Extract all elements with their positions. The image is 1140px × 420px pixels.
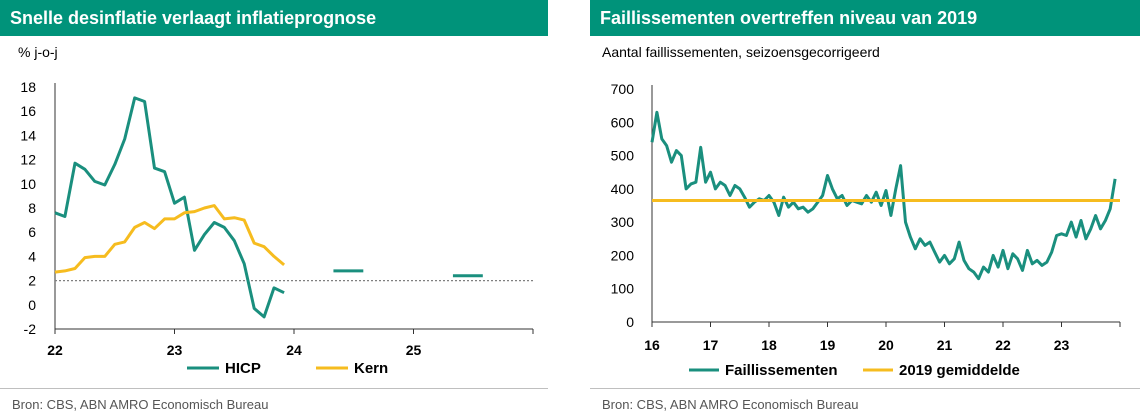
bankruptcies-chart: 0 100 200 300 400 500 600 700 16 17 18 19 20 21 22 23 Fa… bbox=[611, 81, 1121, 379]
x-tick-label: 19 bbox=[820, 337, 836, 353]
x-tick-label: 23 bbox=[167, 342, 183, 358]
y-tick-label: 100 bbox=[611, 281, 635, 297]
y-tick-label: 10 bbox=[20, 176, 36, 192]
y-tick-label: 300 bbox=[611, 214, 635, 230]
y-tick-label: 400 bbox=[611, 181, 635, 197]
y-tick-label: 8 bbox=[28, 200, 36, 216]
chart-title: Faillissementen overtreffen niveau van 2… bbox=[600, 8, 978, 28]
x-tick-label: 21 bbox=[937, 337, 953, 353]
legend-label: Kern bbox=[354, 360, 388, 377]
chart-subtitle: Aantal faillissementen, seizoensgecorrig… bbox=[602, 44, 880, 60]
legend-label: 2019 gemiddelde bbox=[899, 362, 1020, 379]
legend-label: HICP bbox=[225, 360, 261, 377]
source-divider bbox=[590, 388, 1140, 389]
series-line-hicp bbox=[54, 96, 285, 319]
series-line-kern bbox=[54, 204, 286, 274]
chart-subtitle: % j-o-j bbox=[18, 44, 58, 60]
chart-header: Snelle desinflatie verlaagt inflatieprog… bbox=[0, 0, 548, 36]
chart-source: Bron: CBS, ABN AMRO Economisch Bureau bbox=[12, 397, 269, 412]
y-tick-label: 12 bbox=[20, 152, 36, 168]
y-tick-label: 6 bbox=[28, 224, 36, 240]
x-tick-label: 24 bbox=[286, 342, 302, 358]
x-tick-label: 25 bbox=[406, 342, 422, 358]
y-tick-label: 18 bbox=[20, 79, 36, 95]
y-tick-label: -2 bbox=[24, 321, 37, 337]
x-tick-label: 22 bbox=[47, 342, 63, 358]
chart-panel-bankruptcies: Faillissementen overtreffen niveau van 2… bbox=[590, 0, 1140, 420]
y-tick-label: 2 bbox=[28, 273, 36, 289]
y-tick-label: 0 bbox=[28, 297, 36, 313]
y-tick-label: 700 bbox=[611, 81, 635, 97]
y-tick-label: 4 bbox=[28, 248, 36, 264]
x-tick-label: 23 bbox=[1054, 337, 1070, 353]
y-tick-label: 200 bbox=[611, 247, 635, 263]
chart-panel-inflation: Snelle desinflatie verlaagt inflatieprog… bbox=[0, 0, 548, 420]
legend-label: Faillissementen bbox=[725, 362, 838, 379]
y-tick-label: 16 bbox=[20, 103, 36, 119]
x-tick-label: 16 bbox=[644, 337, 660, 353]
source-divider bbox=[0, 388, 548, 389]
x-tick-label: 18 bbox=[761, 337, 777, 353]
chart-source: Bron: CBS, ABN AMRO Economisch Bureau bbox=[602, 397, 859, 412]
y-tick-label: 0 bbox=[626, 314, 634, 330]
chart-title: Snelle desinflatie verlaagt inflatieprog… bbox=[10, 8, 377, 28]
x-tick-label: 20 bbox=[878, 337, 894, 353]
chart-header: Faillissementen overtreffen niveau van 2… bbox=[590, 0, 1140, 36]
y-tick-label: 500 bbox=[611, 148, 635, 164]
series-line-faillissementen bbox=[650, 110, 1117, 281]
y-tick-label: 14 bbox=[20, 127, 36, 143]
x-tick-label: 17 bbox=[703, 337, 719, 353]
y-tick-label: 600 bbox=[611, 114, 635, 130]
x-tick-label: 22 bbox=[995, 337, 1011, 353]
